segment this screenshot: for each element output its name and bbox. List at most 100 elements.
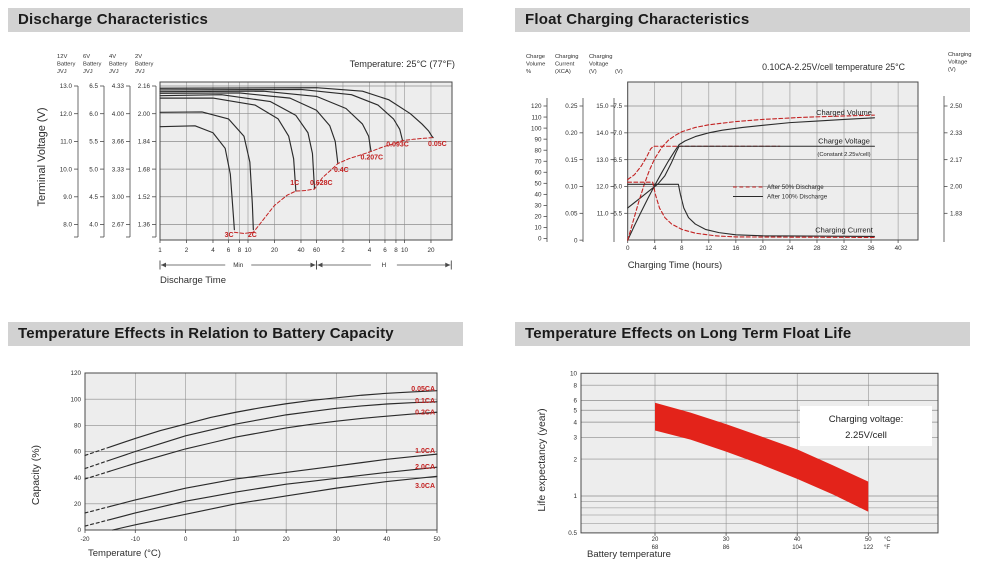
svg-text:13.0: 13.0 [596, 157, 609, 164]
svg-text:3C: 3C [225, 232, 234, 239]
svg-text:(XCA): (XCA) [555, 69, 571, 75]
panel-title-temp-capacity: Temperature Effects in Relation to Batte… [18, 325, 394, 342]
svg-text:Charging: Charging [589, 54, 613, 60]
svg-text:Charged Volume: Charged Volume [816, 108, 872, 117]
svg-text:60: 60 [313, 247, 321, 254]
svg-text:36: 36 [868, 245, 876, 252]
svg-text:100: 100 [70, 396, 81, 403]
panel-title-bar-temp-capacity: Temperature Effects in Relation to Batte… [8, 322, 463, 346]
svg-text:10: 10 [534, 225, 542, 232]
svg-text:70: 70 [534, 158, 542, 165]
svg-text:90: 90 [534, 136, 542, 143]
svg-text:60: 60 [534, 169, 542, 176]
svg-text:3.33: 3.33 [112, 166, 125, 173]
svg-text:28: 28 [813, 245, 821, 252]
svg-text:11.0: 11.0 [60, 139, 72, 146]
svg-text:0.207C: 0.207C [360, 154, 383, 161]
svg-text:2.16: 2.16 [138, 83, 151, 90]
svg-text:Capacity (%): Capacity (%) [30, 445, 42, 505]
svg-text:0.10CA-2.25V/cell temperature: 0.10CA-2.25V/cell temperature 25°C [762, 62, 906, 72]
svg-text:6: 6 [383, 247, 387, 254]
svg-text:24: 24 [786, 245, 794, 252]
svg-text:Life expectancy (year): Life expectancy (year) [536, 408, 548, 511]
svg-text:1.52: 1.52 [138, 194, 151, 201]
temperature-float-life-chart: 1086543210.5206830864010450122°C°FChargi… [536, 371, 939, 560]
svg-text:8: 8 [394, 247, 398, 254]
svg-text:0.15: 0.15 [565, 157, 578, 164]
svg-text:Battery: Battery [109, 62, 127, 68]
svg-text:104: 104 [792, 545, 803, 551]
panel-title-discharge: Discharge Characteristics [18, 11, 209, 28]
svg-text:5: 5 [573, 407, 577, 414]
svg-text:4: 4 [653, 245, 657, 252]
svg-text:JVJ: JVJ [135, 69, 145, 75]
svg-text:86: 86 [723, 545, 730, 551]
svg-text:4.0: 4.0 [89, 222, 98, 229]
svg-text:3.00: 3.00 [112, 194, 125, 201]
svg-text:Battery temperature: Battery temperature [587, 549, 671, 560]
svg-text:Charging Current: Charging Current [815, 226, 873, 235]
svg-text:6: 6 [227, 247, 231, 254]
svg-text:3.66: 3.66 [112, 139, 125, 146]
svg-text:0: 0 [574, 237, 578, 244]
svg-text:0.20: 0.20 [565, 130, 578, 137]
svg-text:20: 20 [271, 247, 279, 254]
svg-text:After 100% Discharge: After 100% Discharge [767, 194, 828, 201]
svg-text:10.0: 10.0 [60, 166, 73, 173]
svg-text:60: 60 [74, 449, 82, 456]
svg-text:2: 2 [341, 247, 345, 254]
svg-text:6.5: 6.5 [89, 83, 98, 90]
svg-text:°C: °C [884, 537, 891, 543]
svg-text:40: 40 [794, 537, 801, 543]
svg-text:Battery: Battery [83, 62, 101, 68]
svg-text:0: 0 [626, 245, 630, 252]
svg-text:Volume: Volume [526, 62, 545, 68]
svg-text:10: 10 [232, 536, 240, 543]
svg-text:2.50: 2.50 [950, 103, 963, 110]
svg-text:20: 20 [759, 245, 767, 252]
svg-text:Temperature (°C): Temperature (°C) [88, 548, 161, 559]
svg-text:120: 120 [70, 370, 81, 377]
svg-text:2.00: 2.00 [138, 111, 151, 118]
svg-text:(V): (V) [615, 69, 623, 75]
svg-text:Battery: Battery [57, 62, 75, 68]
svg-text:Charging: Charging [948, 52, 972, 58]
svg-text:1.36: 1.36 [138, 222, 151, 229]
svg-text:2.67: 2.67 [112, 222, 125, 229]
svg-text:3.0CA: 3.0CA [415, 483, 435, 490]
svg-text:30: 30 [534, 203, 542, 210]
svg-text:0.25: 0.25 [565, 103, 578, 110]
svg-text:2: 2 [185, 247, 189, 254]
svg-text:11.0: 11.0 [597, 211, 609, 218]
float-charging-characteristics-chart: 0 4 8 12 16 20 24 28 32 36 40 Charge Volume% 120 110 10… [526, 52, 972, 271]
svg-text:Charging Time (hours): Charging Time (hours) [628, 260, 723, 271]
svg-text:Charging: Charging [555, 54, 579, 60]
svg-text:10: 10 [570, 371, 578, 378]
svg-text:120: 120 [531, 103, 542, 110]
svg-text:After 50% Discharge: After 50% Discharge [767, 184, 824, 191]
svg-text:50: 50 [534, 181, 542, 188]
panel-title-bar-float-charging: Float Charging Characteristics [515, 8, 970, 32]
svg-text:40: 40 [74, 475, 82, 482]
svg-text:122: 122 [863, 545, 874, 551]
svg-text:40: 40 [297, 247, 305, 254]
svg-text:0.628C: 0.628C [310, 180, 333, 187]
discharge-characteristics-chart: 1 2 4 6 8 10 20 40 60 2 4 6 8 10 2012VBatteryJVJ13.012… [36, 54, 455, 286]
svg-text:40: 40 [895, 245, 903, 252]
temperature-capacity-chart: -20 -10 0 10 20 30 40 50 0 20 40 60 80 100 120 0.05CA 0.… [30, 370, 441, 559]
svg-text:20: 20 [74, 501, 82, 508]
svg-text:2V: 2V [135, 54, 142, 60]
svg-text:2.0CA: 2.0CA [415, 464, 435, 471]
svg-text:2: 2 [573, 456, 577, 463]
svg-text:(V): (V) [589, 69, 597, 75]
svg-text:5.5: 5.5 [613, 211, 622, 218]
svg-text:40: 40 [534, 192, 542, 199]
svg-text:0.2CA: 0.2CA [415, 409, 435, 416]
svg-text:6.0: 6.0 [89, 111, 98, 118]
svg-text:-20: -20 [80, 536, 90, 543]
svg-text:12V: 12V [57, 54, 67, 60]
svg-text:50: 50 [865, 537, 872, 543]
svg-text:-10: -10 [131, 536, 141, 543]
svg-text:100: 100 [531, 125, 542, 132]
svg-text:2.25V/cell: 2.25V/cell [845, 430, 887, 441]
